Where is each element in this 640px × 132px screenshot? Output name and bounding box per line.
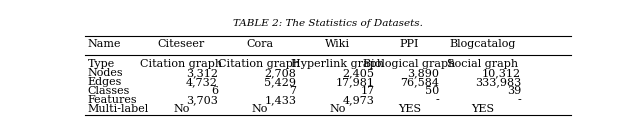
Text: Wiki: Wiki: [325, 39, 351, 49]
Text: 333,983: 333,983: [475, 77, 521, 87]
Text: Citeseer: Citeseer: [157, 39, 205, 49]
Text: 6: 6: [211, 86, 218, 96]
Text: Multi-label: Multi-label: [88, 104, 148, 114]
Text: Classes: Classes: [88, 86, 130, 96]
Text: -: -: [435, 95, 439, 105]
Text: 2,405: 2,405: [342, 68, 374, 78]
Text: No: No: [252, 104, 268, 114]
Text: No: No: [173, 104, 189, 114]
Text: Social graph: Social graph: [447, 59, 518, 69]
Text: -: -: [517, 95, 521, 105]
Text: 7: 7: [289, 86, 296, 96]
Text: Blogcatalog: Blogcatalog: [449, 39, 516, 49]
Text: Citation graph: Citation graph: [218, 59, 301, 69]
Text: YES: YES: [398, 104, 421, 114]
Text: Citation graph: Citation graph: [140, 59, 222, 69]
Text: 3,703: 3,703: [186, 95, 218, 105]
Text: 2,708: 2,708: [264, 68, 296, 78]
Text: 3,890: 3,890: [407, 68, 439, 78]
Text: 10,312: 10,312: [482, 68, 521, 78]
Text: 50: 50: [425, 86, 439, 96]
Text: 4,732: 4,732: [186, 77, 218, 87]
Text: 39: 39: [507, 86, 521, 96]
Text: Features: Features: [88, 95, 137, 105]
Text: PPI: PPI: [399, 39, 419, 49]
Text: 76,584: 76,584: [400, 77, 439, 87]
Text: 3,312: 3,312: [186, 68, 218, 78]
Text: YES: YES: [471, 104, 494, 114]
Text: Cora: Cora: [246, 39, 273, 49]
Text: Name: Name: [88, 39, 121, 49]
Text: No: No: [330, 104, 346, 114]
Text: Type: Type: [88, 59, 115, 69]
Text: Hyperlink graph: Hyperlink graph: [291, 59, 385, 69]
Text: 1,433: 1,433: [264, 95, 296, 105]
Text: Nodes: Nodes: [88, 68, 123, 78]
Text: 5,429: 5,429: [264, 77, 296, 87]
Text: 4,973: 4,973: [343, 95, 374, 105]
Text: Edges: Edges: [88, 77, 122, 87]
Text: TABLE 2: The Statistics of Datasets.: TABLE 2: The Statistics of Datasets.: [233, 19, 423, 28]
Text: Biological graph: Biological graph: [363, 59, 456, 69]
Text: 17,981: 17,981: [335, 77, 374, 87]
Text: 17: 17: [360, 86, 374, 96]
